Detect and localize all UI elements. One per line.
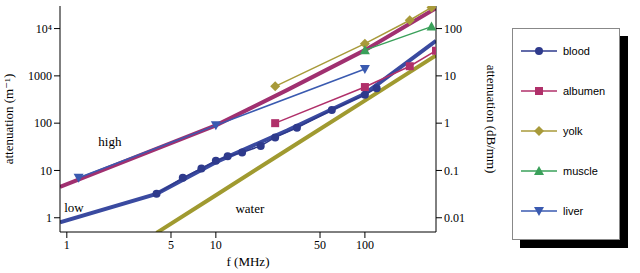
html-text:liver: liver <box>563 205 584 217</box>
svg-text:10: 10 <box>40 164 52 178</box>
html-text:blood: blood <box>563 45 590 57</box>
svg-text:10: 10 <box>210 238 222 252</box>
svg-text:10: 10 <box>444 69 456 83</box>
svg-text:attenuation (m⁻¹): attenuation (m⁻¹) <box>8 74 16 165</box>
svg-text:f (MHz): f (MHz) <box>227 254 270 269</box>
svg-text:50: 50 <box>314 238 326 252</box>
svg-text:low: low <box>64 200 84 215</box>
svg-text:100: 100 <box>34 116 52 130</box>
html-text:albumen: albumen <box>563 85 606 97</box>
svg-text:0.1: 0.1 <box>444 164 459 178</box>
svg-text:100: 100 <box>444 22 462 36</box>
svg-text:high: high <box>98 134 122 149</box>
svg-text:1: 1 <box>46 211 52 225</box>
svg-text:5: 5 <box>168 238 174 252</box>
svg-text:100: 100 <box>356 238 374 252</box>
svg-text:1: 1 <box>64 238 70 252</box>
svg-text:1000: 1000 <box>28 69 52 83</box>
svg-text:attenuation (dB/mm): attenuation (dB/mm) <box>484 65 499 174</box>
svg-text:10⁴: 10⁴ <box>36 22 52 36</box>
html-text:yolk: yolk <box>563 125 583 137</box>
html-text:muscle: muscle <box>563 165 598 177</box>
svg-text:0.01: 0.01 <box>444 211 465 225</box>
svg-text:1: 1 <box>444 116 450 130</box>
svg-text:water: water <box>235 201 265 216</box>
